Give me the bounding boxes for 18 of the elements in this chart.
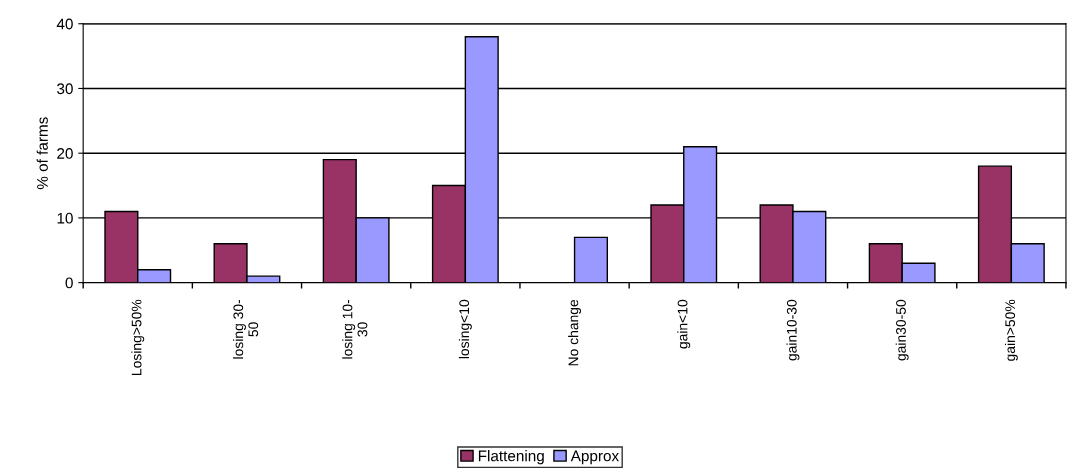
y-tick-label: 30 (57, 83, 73, 95)
x-tick-label: gain10-30 (786, 299, 800, 361)
x-tick-label: gain<10 (677, 299, 691, 349)
y-tick-label: 0 (65, 277, 73, 289)
x-tick-label: losing 10- 30 (342, 299, 368, 359)
y-tick-label: 20 (57, 148, 73, 159)
x-tick-label: losing 30- 50 (233, 299, 259, 359)
x-tick-label: gain>50% (1004, 299, 1018, 361)
x-tick-label: Losing>50% (131, 299, 145, 375)
y-axis-title: % of farms (36, 117, 48, 190)
x-tick-label: No change (568, 299, 582, 366)
bar (573, 236, 609, 283)
legend-label: Approx (570, 450, 619, 465)
y-tick-label: 10 (57, 212, 73, 224)
x-tick-label: losing<10 (458, 299, 472, 359)
y-tick-label: 40 (56, 18, 73, 30)
legend-label: Flattening (478, 450, 544, 465)
x-tick-label: gain30-50 (895, 299, 909, 361)
